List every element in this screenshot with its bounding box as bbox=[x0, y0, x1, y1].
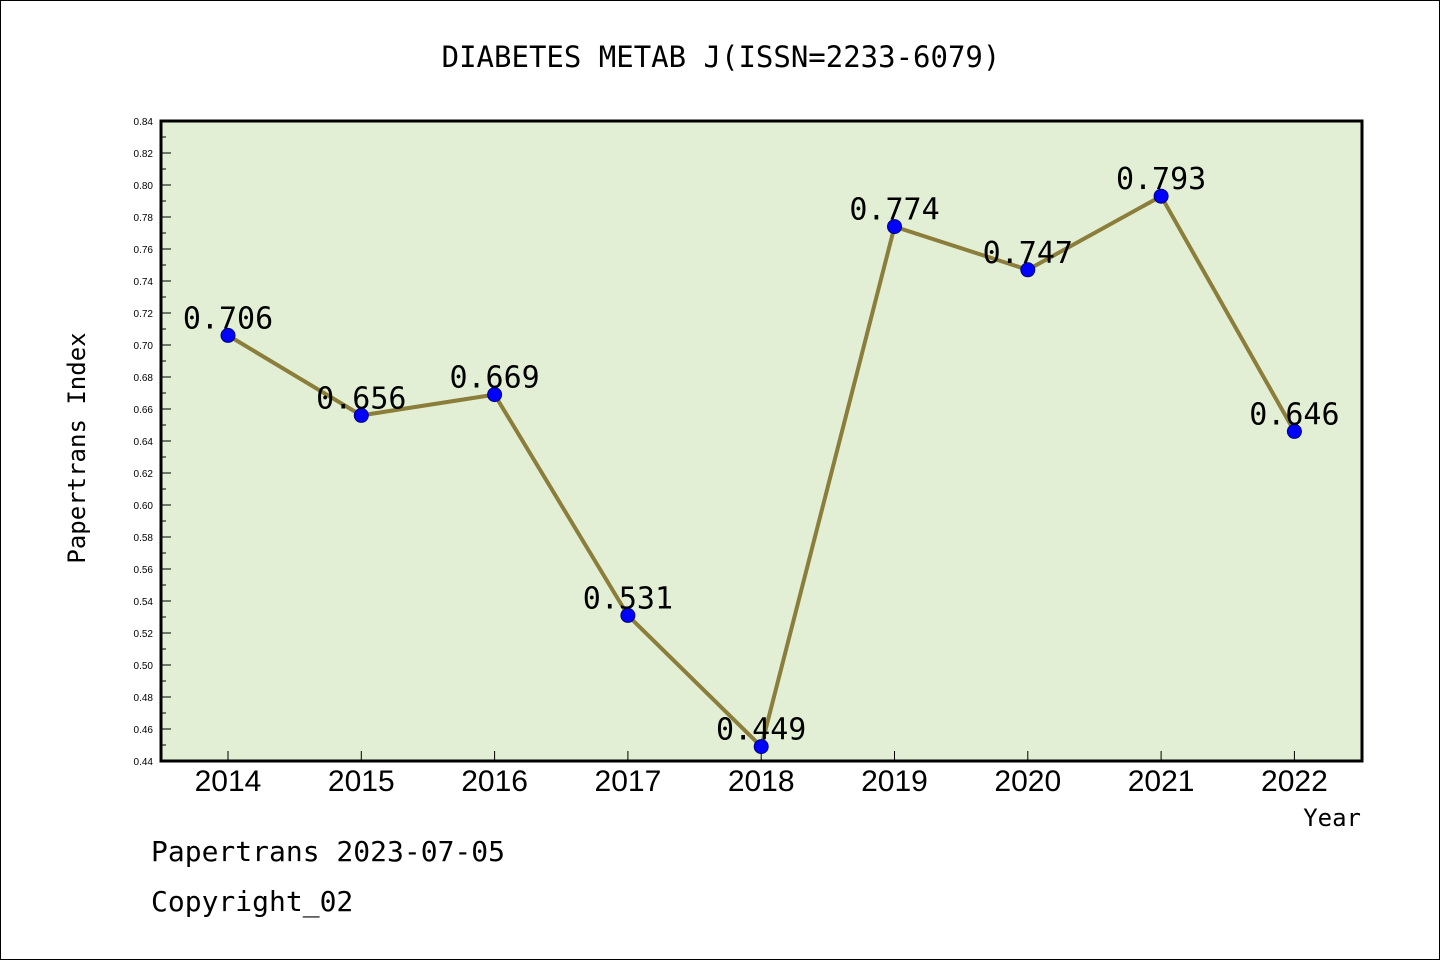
data-label: 0.774 bbox=[849, 193, 939, 228]
data-point bbox=[887, 219, 902, 235]
x-tick-label: 2015 bbox=[328, 765, 395, 798]
y-axis-title: Papertrans Index bbox=[63, 332, 91, 563]
x-tick-label: 2016 bbox=[461, 765, 528, 798]
x-axis: 2014 2015 2016 2017 2018 2019 2020 2021 2022 bbox=[195, 751, 1328, 798]
data-point bbox=[1286, 423, 1302, 439]
y-tick-label: 0.46 bbox=[134, 725, 154, 736]
data-point bbox=[353, 407, 369, 423]
y-tick-label: 0.44 bbox=[134, 757, 154, 768]
y-tick-label: 0.72 bbox=[134, 309, 154, 320]
x-tick-label: 2021 bbox=[1128, 765, 1195, 798]
y-tick-label: 0.74 bbox=[134, 277, 154, 288]
data-label: 0.531 bbox=[583, 581, 673, 616]
chart-title: DIABETES METAB J(ISSN=2233-6079) bbox=[442, 40, 1001, 74]
data-label: 0.449 bbox=[716, 713, 806, 748]
y-tick-label: 0.60 bbox=[134, 501, 154, 512]
x-tick-label: 2014 bbox=[195, 765, 262, 798]
y-tick-label: 0.70 bbox=[134, 341, 154, 352]
data-point bbox=[1020, 262, 1036, 278]
y-tick-label: 0.54 bbox=[134, 597, 154, 608]
data-point bbox=[220, 327, 236, 343]
y-tick-label: 0.56 bbox=[134, 565, 154, 576]
y-tick-label: 0.78 bbox=[134, 213, 154, 224]
y-tick-label: 0.52 bbox=[134, 629, 154, 640]
x-tick-label: 2020 bbox=[994, 765, 1061, 798]
y-tick-label: 0.84 bbox=[134, 117, 154, 128]
x-tick-label: 2017 bbox=[595, 765, 662, 798]
data-point bbox=[620, 607, 636, 623]
series-markers bbox=[220, 188, 1302, 755]
y-tick-label: 0.58 bbox=[134, 533, 154, 544]
data-label: 0.669 bbox=[449, 361, 539, 396]
x-tick-label: 2018 bbox=[728, 765, 795, 798]
y-tick-label: 0.64 bbox=[134, 437, 154, 448]
y-tick-label: 0.62 bbox=[134, 469, 154, 480]
y-tick-label: 0.68 bbox=[134, 373, 154, 384]
y-tick-label: 0.76 bbox=[134, 245, 154, 256]
data-label: 0.706 bbox=[183, 301, 273, 336]
y-tick-label: 0.82 bbox=[134, 149, 154, 160]
plot-border bbox=[159, 119, 1364, 763]
data-point bbox=[487, 387, 503, 403]
y-axis: 0.44 0.46 0.48 0.50 0.52 0.54 0.56 0.58 0.60 0.62… bbox=[134, 117, 171, 768]
data-label: 0.646 bbox=[1249, 397, 1339, 432]
y-tick-label: 0.80 bbox=[134, 181, 154, 192]
y-tick-label: 0.48 bbox=[134, 693, 154, 704]
plot-area bbox=[161, 121, 1362, 761]
x-tick-label: 2019 bbox=[861, 765, 928, 798]
x-tick-label: 2022 bbox=[1261, 765, 1328, 798]
data-point bbox=[1153, 188, 1169, 204]
data-label: 0.747 bbox=[983, 236, 1073, 271]
y-tick-label: 0.66 bbox=[134, 405, 154, 416]
data-label: 0.656 bbox=[316, 381, 406, 416]
y-tick-label: 0.50 bbox=[134, 661, 154, 672]
footer-copyright: Copyright_02 bbox=[151, 885, 354, 918]
data-labels: 0.706 0.656 0.669 0.531 0.449 0.774 0.747 0.793… bbox=[183, 162, 1340, 747]
data-point bbox=[753, 739, 769, 755]
footer-date: Papertrans 2023-07-05 bbox=[151, 835, 506, 868]
x-axis-title: Year bbox=[1303, 804, 1361, 832]
data-label: 0.793 bbox=[1116, 162, 1206, 197]
